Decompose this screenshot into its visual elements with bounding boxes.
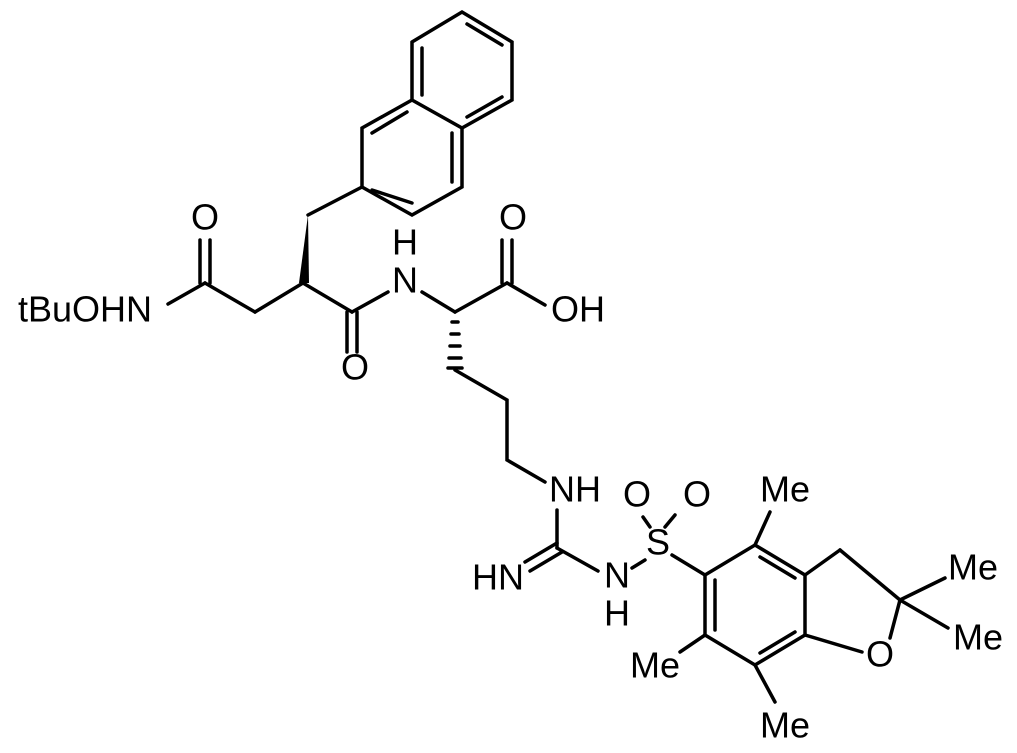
bond (703, 542, 807, 668)
bond (803, 548, 842, 577)
bond (753, 663, 777, 704)
bond (505, 281, 547, 307)
bond (370, 110, 409, 135)
bond (888, 598, 902, 640)
atom-label: Me (948, 547, 998, 588)
bond (898, 576, 947, 602)
atom-label: O (866, 634, 894, 675)
wedge-bond (299, 215, 309, 283)
bond (453, 368, 547, 484)
bond (360, 98, 464, 218)
atom-label: Me (953, 617, 1003, 658)
bond (753, 510, 772, 547)
bond (465, 95, 504, 119)
atom-label: H (604, 593, 630, 634)
bond (203, 281, 257, 314)
atom-label: HN (472, 557, 524, 598)
bond (528, 550, 564, 573)
bond (803, 633, 864, 654)
bond (410, 9, 514, 131)
atom-label: O (683, 474, 711, 515)
atom-label: S (646, 522, 670, 563)
bond (555, 546, 600, 573)
atom-label: NH (549, 469, 601, 510)
bond (641, 515, 652, 529)
atom-label: N (604, 555, 630, 596)
atom-label: O (191, 197, 219, 238)
bond (253, 281, 305, 314)
bond (453, 281, 509, 314)
bond (678, 633, 707, 654)
bond (465, 22, 504, 47)
bond (370, 188, 414, 205)
bond (350, 290, 390, 314)
bond (758, 555, 797, 580)
atom-label: N (392, 260, 418, 301)
bond (663, 513, 677, 529)
bonds (166, 9, 950, 704)
bond (166, 281, 207, 306)
bond (670, 553, 707, 577)
bond (306, 185, 364, 217)
atom-label: O (499, 197, 527, 238)
atom-label: O (341, 347, 369, 388)
bond (758, 630, 797, 655)
atom-label: OH (551, 289, 605, 330)
atom-label: Me (760, 705, 810, 746)
atom-label: H (392, 222, 418, 263)
bond (898, 598, 950, 630)
atom-label: tBuOHN (18, 289, 152, 330)
bond (523, 541, 559, 564)
bond (838, 548, 902, 602)
bond (420, 290, 457, 314)
atom-label: O (623, 474, 651, 515)
atom-labels: tBuOHN O O H N O OH NH HN N H S O O Me M… (18, 197, 1003, 746)
atom-label: Me (630, 645, 680, 686)
bond (630, 558, 647, 570)
bond (301, 281, 354, 314)
atom-label: Me (760, 469, 810, 510)
